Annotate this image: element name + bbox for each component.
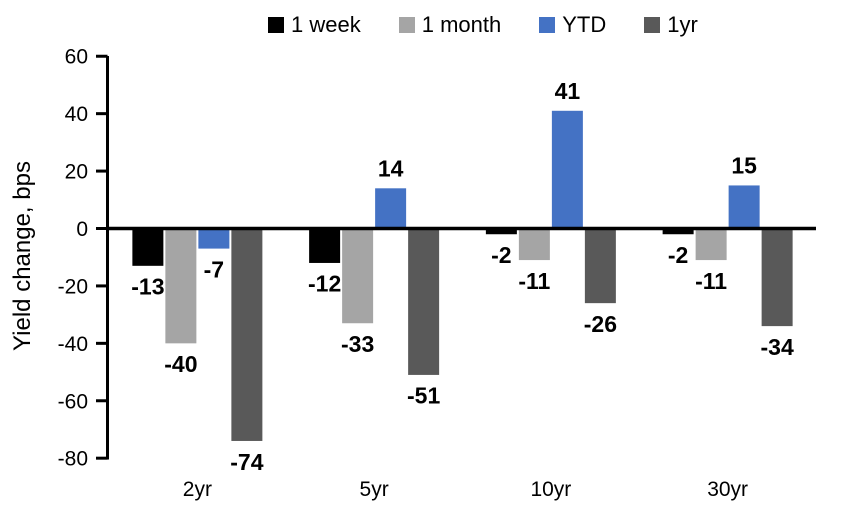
bar-1-month-5yr [342, 228, 374, 324]
bar-1-month-30yr [695, 228, 727, 261]
data-label-1yr-2yr: -74 [230, 449, 263, 475]
data-label-1-month-10yr: -11 [518, 268, 550, 294]
y-axis-tick-label: -40 [58, 333, 88, 356]
legend-swatch-1-week [268, 17, 284, 33]
y-axis-title: Yield change, bps [9, 161, 36, 351]
legend-label: 1yr [667, 12, 698, 37]
data-label-1yr-5yr: -51 [407, 383, 440, 409]
legend-item-ytd: YTD [539, 12, 606, 38]
axes-layer [96, 54, 816, 460]
bar-1-week-30yr [662, 228, 694, 235]
data-label-1-month-2yr: -40 [164, 351, 197, 377]
data-label-1-week-5yr: -12 [308, 271, 341, 297]
x-axis-category-label: 10yr [530, 478, 571, 501]
data-label-1-week-30yr: -2 [668, 242, 688, 268]
legend-label: YTD [562, 12, 607, 37]
bar-1yr-10yr [584, 228, 616, 304]
legend-swatch-1-month [398, 17, 415, 33]
legend-label: 1 month [421, 12, 502, 37]
legend-swatch-1yr [644, 17, 661, 33]
bar-1-month-2yr [165, 228, 197, 344]
legend-item-1-month: 1 month [398, 12, 502, 38]
y-axis-tick-label: 0 [76, 218, 88, 241]
legend-item-1-week: 1 week [268, 12, 361, 38]
data-label-ytd-10yr: 41 [555, 78, 581, 104]
legend-swatch-ytd [539, 17, 556, 33]
y-axis-tick-label: -60 [58, 390, 88, 413]
bar-1-week-10yr [485, 228, 517, 235]
legend-item-1yr: 1yr [644, 12, 698, 38]
x-axis-category-label: 2yr [183, 478, 212, 501]
data-label-1-week-10yr: -2 [491, 242, 511, 268]
bar-ytd-30yr [728, 185, 760, 229]
bar-1yr-5yr [408, 228, 440, 375]
bar-1-month-10yr [518, 228, 550, 261]
labels-layer: 60 40 20 0 -20 -40 -60 -80 2yr -13 -40 -7 -74 5yr -12 -… [58, 46, 794, 501]
x-axis-category-label: 5yr [360, 478, 389, 501]
data-label-1-month-5yr: -33 [341, 331, 374, 357]
bar-1yr-30yr [761, 228, 793, 327]
chart-legend: 1 week 1 month YTD 1yr [268, 12, 698, 38]
y-axis-tick-label: -80 [58, 448, 88, 471]
data-label-ytd-30yr: 15 [731, 152, 757, 178]
bar-ytd-5yr [375, 188, 407, 229]
bar-1-week-5yr [309, 228, 341, 263]
data-label-ytd-2yr: -7 [204, 256, 224, 282]
bar-1-week-2yr [132, 228, 164, 266]
data-label-1-month-30yr: -11 [695, 268, 727, 294]
data-label-1yr-30yr: -34 [761, 334, 794, 360]
bar-ytd-10yr [551, 110, 583, 229]
bar-ytd-2yr [198, 228, 230, 249]
bars-layer [132, 110, 793, 441]
data-label-1-week-2yr: -13 [131, 274, 164, 300]
legend-label: 1 week [291, 12, 361, 37]
x-axis-category-label: 30yr [707, 478, 748, 501]
data-label-1yr-10yr: -26 [584, 311, 617, 337]
y-axis-tick-label: 40 [65, 103, 88, 126]
y-axis-tick-label: -20 [58, 275, 88, 298]
bar-1yr-2yr [231, 228, 263, 441]
data-label-ytd-5yr: 14 [378, 155, 404, 181]
y-axis-tick-label: 60 [65, 46, 88, 69]
y-axis-tick-label: 20 [65, 161, 88, 184]
